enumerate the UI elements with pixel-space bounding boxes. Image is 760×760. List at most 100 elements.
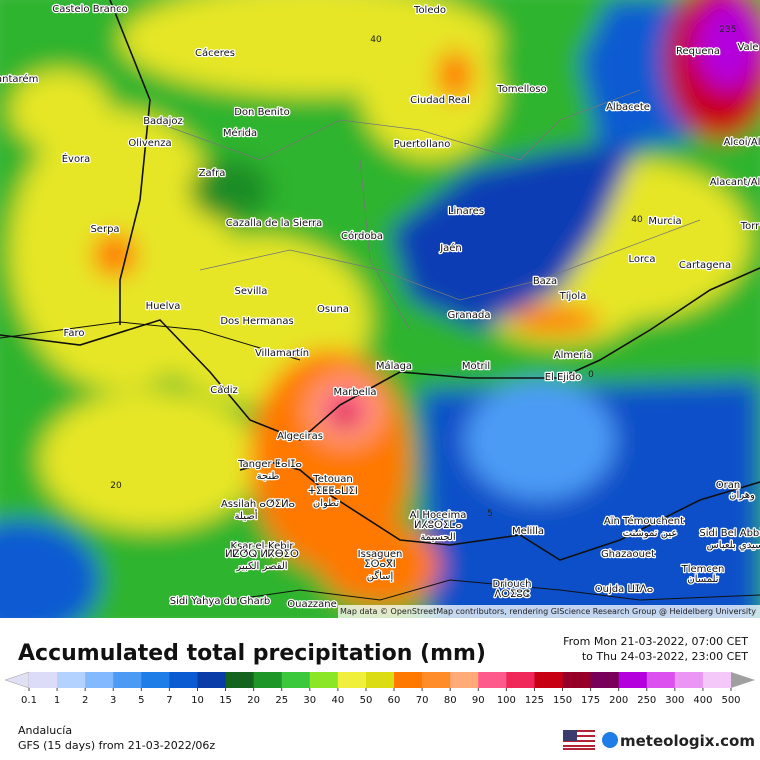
place-label: Driouch xyxy=(493,579,532,590)
colorbar-label: 400 xyxy=(693,695,712,706)
place-label: Don Benito xyxy=(234,107,290,118)
colorbar-label: 5 xyxy=(138,695,144,706)
place-label: Ghazaouet xyxy=(601,549,655,560)
attribution-bg xyxy=(338,605,760,618)
place-label: تلمسان xyxy=(687,574,718,585)
place-label: Oujda ⵡⵊⴷⴰ xyxy=(595,584,654,595)
colorbar-cell xyxy=(590,672,620,688)
place-label: Sidi Yahya du Gharb xyxy=(170,596,270,607)
place-label: Oran xyxy=(716,480,740,491)
colorbar-cell xyxy=(562,672,592,688)
place-label: Mérida xyxy=(223,127,257,139)
colorbar-cell xyxy=(281,672,311,688)
place-label: Lorca xyxy=(628,254,655,265)
colorbar-label: 30 xyxy=(303,695,316,706)
colorbar-label: 1 xyxy=(54,695,60,706)
place-label: Almería xyxy=(554,349,593,361)
colorbar-label: 250 xyxy=(637,695,656,706)
place-label: El Ejido xyxy=(545,372,582,383)
place-label: Cartagena xyxy=(679,260,731,271)
place-label: ⴷⵔⵉⵓⵛ xyxy=(494,589,529,600)
region: Andalucía xyxy=(18,724,72,737)
place-label: Badajoz xyxy=(143,116,183,127)
colorbar-cell xyxy=(85,672,114,688)
colorbar-cell xyxy=(169,672,198,688)
colorbar-label: 10 xyxy=(191,695,204,706)
place-label: وهران xyxy=(729,490,755,501)
place-label: القصر الكبير xyxy=(235,561,287,572)
place-label: Tetouan xyxy=(312,474,352,485)
place-label: Santarém xyxy=(0,73,38,85)
place-label: Puertollano xyxy=(394,139,451,150)
colorbar-label: 50 xyxy=(360,695,373,706)
title: Accumulated total precipitation (mm) xyxy=(18,641,486,666)
coastlines xyxy=(0,0,760,601)
colorbar-cell xyxy=(646,672,676,688)
colorbar-cell xyxy=(506,672,535,688)
colorbar-label: 100 xyxy=(497,695,516,706)
place-label: Cazalla de la Sierra xyxy=(226,218,323,229)
place-label: Tíjola xyxy=(559,290,587,302)
colorbar-cell xyxy=(478,672,507,688)
colorbar-label: 25 xyxy=(275,695,288,706)
isoline-label: 40 xyxy=(631,215,643,225)
place-label: Vale xyxy=(737,42,758,53)
colorbar-label: 90 xyxy=(472,695,485,706)
place-label: Algeciras xyxy=(277,431,323,442)
place-label: عين تموشنت xyxy=(623,528,678,539)
place-label: Al Hoceima xyxy=(410,510,467,521)
place-label: Requena xyxy=(676,46,720,57)
brand-logo xyxy=(602,732,618,748)
place-label: Osuna xyxy=(317,304,349,315)
region-borders xyxy=(149,89,701,331)
colorbar-label: 125 xyxy=(525,695,544,706)
place-label: ⵍⵃⵓⵙⵉⵎⴰ xyxy=(414,520,462,531)
colorbar-cell xyxy=(450,672,479,688)
to-date: to Thu 24-03-2022, 23:00 CET xyxy=(582,650,748,663)
place-label: Tanger ⵟⴰⵏⵊⴰ xyxy=(237,459,302,470)
place-label: Cádiz xyxy=(210,384,238,396)
colorbar-label: 20 xyxy=(247,695,260,706)
place-label: Sevilla xyxy=(235,286,268,297)
place-label: Huelva xyxy=(146,301,181,312)
place-label: Assilah ⴰⵚⵉⵍⴰ xyxy=(221,499,295,510)
colorbar-label: 70 xyxy=(416,695,429,706)
place-label: Ksar-el-Kebir xyxy=(231,541,295,552)
place-label: Murcia xyxy=(648,216,681,227)
place-label: Marbella xyxy=(333,387,376,398)
place-label: طنجة xyxy=(257,471,280,482)
colorbar-label: 0.1 xyxy=(21,695,37,706)
colorbar-cell xyxy=(197,672,227,688)
place-label: أصيلة xyxy=(235,509,258,522)
place-label: Cáceres xyxy=(195,47,235,59)
place-label: Ciudad Real xyxy=(410,95,470,106)
colorbar-over xyxy=(731,672,755,688)
colorbar-label: 300 xyxy=(665,695,684,706)
place-label: Issaguen xyxy=(358,549,403,560)
place-label: Dos Hermanas xyxy=(220,316,293,327)
colorbar-label: 60 xyxy=(388,695,401,706)
place-label: Granada xyxy=(448,310,491,321)
place-label: Villamartín xyxy=(255,347,309,359)
colorbar-cell xyxy=(141,672,170,688)
place-label: Castelo Branco xyxy=(52,4,128,15)
place-label: Motril xyxy=(462,361,490,372)
place-label: Zafra xyxy=(199,168,226,179)
place-label: سيدي بلعباس xyxy=(707,540,760,551)
place-label: Toledo xyxy=(413,5,446,16)
place-label: Albacete xyxy=(606,102,650,113)
isoline-label: 5 xyxy=(487,509,493,519)
colorbar-label: 200 xyxy=(609,695,628,706)
colorbar: 0.1 1 2 3 5 7 10 15 20 25 30 40 50 60 70 80 90 100 125 150 1… xyxy=(4,671,755,706)
colorbar-cell xyxy=(674,672,704,688)
place-label: Ouazzane xyxy=(287,599,336,610)
place-label: Melilla xyxy=(512,526,544,537)
colorbar-label: 500 xyxy=(721,695,740,706)
brand: meteologix.com xyxy=(620,732,755,750)
colorbar-cell xyxy=(57,672,86,688)
place-label: Linares xyxy=(448,206,484,217)
colorbar-cell xyxy=(29,672,58,688)
place-label: Aïn Témouchent xyxy=(604,515,684,527)
place-label: Málaga xyxy=(376,360,412,372)
